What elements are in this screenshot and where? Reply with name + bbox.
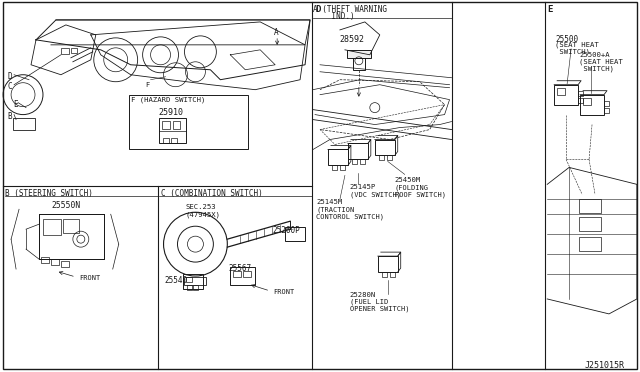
Bar [61,48,69,54]
Bar [230,267,255,285]
Bar [39,214,104,259]
Text: D: D [315,5,321,14]
Bar [353,58,365,70]
Bar [173,121,180,129]
Text: F (HAZARD SWITCH): F (HAZARD SWITCH) [131,97,205,103]
Text: 25910: 25910 [159,108,184,117]
Text: 25280N: 25280N [350,292,376,298]
Text: 25550N: 25550N [51,201,80,210]
Text: SWITCH): SWITCH) [579,66,614,72]
Bar [184,274,204,289]
Text: 25500+A: 25500+A [579,52,610,58]
Bar [161,121,170,129]
Bar [379,155,384,160]
Text: 25540: 25540 [164,276,188,285]
Text: J251015R: J251015R [584,361,624,370]
Text: FRONT: FRONT [273,289,294,295]
Bar [378,256,397,272]
Text: C (COMBINATION SWITCH): C (COMBINATION SWITCH) [161,189,262,198]
Bar [243,271,252,277]
Bar [61,261,69,267]
Text: E: E [13,100,18,109]
Bar [390,272,395,277]
Bar [382,272,387,277]
Bar [375,140,395,155]
Bar [285,227,305,241]
Text: 25145P: 25145P [350,185,376,190]
Text: E: E [547,5,552,14]
Bar [51,259,59,265]
Text: (FUEL LID: (FUEL LID [350,299,388,305]
Bar [71,48,77,53]
Text: 25260P: 25260P [272,226,300,235]
Text: SEC.253: SEC.253 [186,204,216,210]
Bar [360,160,365,164]
Text: FRONT: FRONT [79,275,100,281]
Text: 28592: 28592 [340,35,365,44]
Text: ROOF SWITCH): ROOF SWITCH) [395,191,445,198]
Bar [578,98,583,103]
Bar [554,85,578,105]
Bar [39,214,104,259]
Text: C: C [7,82,12,91]
Text: OPENER SWITCH): OPENER SWITCH) [350,306,410,312]
Bar [170,138,177,142]
Bar [340,166,345,170]
Bar [13,118,35,129]
Bar [348,144,368,160]
Bar [604,101,609,106]
Bar [193,285,198,290]
Bar [129,94,248,150]
Text: A: A [274,28,279,37]
Bar [184,277,206,285]
Text: 25450M: 25450M [395,177,421,183]
Bar [186,277,193,282]
Text: (VDC SWITCH): (VDC SWITCH) [350,191,401,198]
Text: (SEAT HEAT: (SEAT HEAT [579,59,623,65]
Bar [387,155,392,160]
Text: CONTOROL SWITCH): CONTOROL SWITCH) [316,213,384,220]
Text: F: F [146,82,150,88]
Text: 25500: 25500 [555,35,579,44]
Bar [332,166,337,170]
Text: (47945X): (47945X) [186,211,220,218]
Text: (FOLDING: (FOLDING [395,185,429,191]
Text: A (THEFT WARNING: A (THEFT WARNING [313,5,387,14]
Bar [579,199,601,213]
Text: B (STEERING SWITCH): B (STEERING SWITCH) [5,189,93,198]
Bar [583,98,591,105]
Bar [604,108,609,113]
Text: B: B [7,112,12,121]
Bar [578,91,583,96]
Bar [328,150,348,166]
Bar [580,94,604,115]
Bar [41,257,49,263]
Text: 25567: 25567 [228,264,252,273]
Text: (TRACTION: (TRACTION [316,206,355,213]
Bar [159,118,186,142]
Text: 25145M: 25145M [316,199,342,205]
Bar [347,50,371,58]
Text: IND.): IND.) [313,12,355,21]
Bar [43,219,61,235]
Bar [188,285,193,290]
Bar [234,271,241,277]
Bar [579,237,601,251]
Bar [352,160,357,164]
Bar [163,138,168,142]
Bar [557,88,565,94]
Bar [63,219,79,233]
Text: SWITCH): SWITCH) [555,49,590,55]
Text: D: D [7,72,12,81]
Bar [579,217,601,231]
Text: (SEAT HEAT: (SEAT HEAT [555,42,599,48]
